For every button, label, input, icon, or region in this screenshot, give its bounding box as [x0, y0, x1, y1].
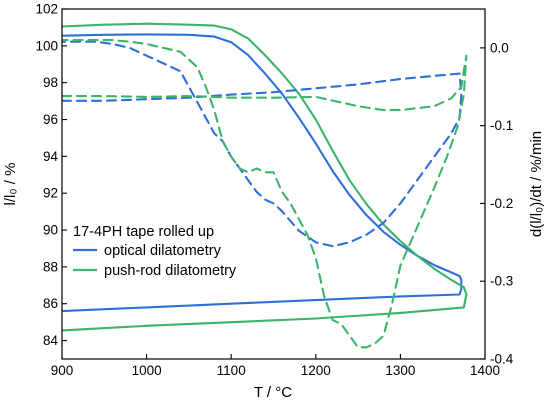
y-left-tick-label: 84	[43, 333, 59, 348]
series-line-rate-3	[62, 39, 468, 349]
legend-label-optical: optical dilatometry	[104, 243, 222, 259]
x-tick-label: 1300	[385, 363, 415, 378]
plot-frame	[61, 8, 486, 360]
y-left-tick-label: 102	[35, 2, 58, 17]
y-left-tick-label: 88	[43, 259, 58, 274]
x-tick-label: 1200	[301, 363, 331, 378]
y-left-axis-label: l/l₀ / %	[2, 163, 19, 206]
y-right-tick-label: 0.0	[490, 40, 509, 55]
annotation-text: 17-4PH tape rolled up	[73, 224, 214, 240]
x-tick-label: 1000	[132, 363, 162, 378]
y-right-tick-label: -0.4	[490, 352, 514, 367]
y-right-tick-label: -0.2	[490, 196, 513, 211]
y-left-tick-label: 86	[43, 296, 58, 311]
y-left-tick-label: 100	[35, 38, 58, 53]
x-tick-label: 1100	[217, 363, 246, 378]
x-tick-label: 1400	[470, 363, 500, 378]
series-line-1	[62, 22, 468, 332]
y-left-tick-label: 96	[43, 112, 58, 127]
y-left-tick-label: 94	[43, 149, 59, 164]
series-line-0	[62, 33, 463, 313]
series-line-rate-2	[62, 40, 463, 248]
y-right-tick-label: -0.1	[490, 118, 513, 133]
y-right-axis-label: d(l/l₀)/dt / %/min	[528, 131, 545, 237]
legend-label-pushrod: push-rod dilatometry	[104, 263, 237, 279]
legend: optical dilatometry push-rod dilatometry	[73, 243, 237, 279]
x-tick-label: 900	[51, 363, 74, 378]
y-left-tick-label: 92	[43, 186, 58, 201]
y-left-tick-label: 90	[43, 223, 58, 238]
x-axis-label: T / °C	[254, 384, 292, 401]
y-left-tick-label: 98	[43, 75, 58, 90]
y-right-tick-label: -0.3	[490, 274, 513, 289]
